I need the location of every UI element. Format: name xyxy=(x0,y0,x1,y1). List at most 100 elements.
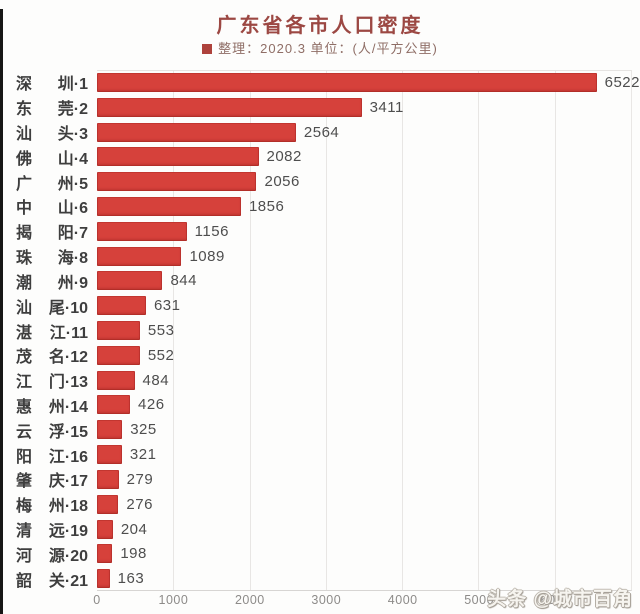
value-label: 484 xyxy=(142,371,170,389)
bar-row: 韶关·21 163 xyxy=(0,566,640,591)
bar-row: 汕尾·10 631 xyxy=(0,293,640,318)
category-label: 揭 阳·7 xyxy=(0,219,97,243)
category-label: 佛 山·4 xyxy=(0,145,97,169)
bar-track: 3411 xyxy=(97,95,640,120)
category-label-part: 州·5 xyxy=(57,175,88,193)
category-label-part: 源·20 xyxy=(48,547,88,565)
bar-track: 1089 xyxy=(97,244,640,269)
bar xyxy=(97,271,163,291)
category-label-part: 深 xyxy=(16,76,33,94)
bar-track: 279 xyxy=(97,467,640,492)
bar-row: 深 圳·1 6522 xyxy=(0,70,640,95)
bar-row: 河源·20 198 xyxy=(0,541,640,566)
category-label-part: 州·18 xyxy=(48,498,88,516)
bar-row: 肇庆·17 279 xyxy=(0,467,640,492)
category-label-part: 头·3 xyxy=(57,126,88,144)
bar xyxy=(97,72,597,92)
bar-track: 2082 xyxy=(97,144,640,169)
category-label-part: 潮 xyxy=(16,274,33,292)
bar xyxy=(97,544,113,564)
bar-rows: 深 圳·1 6522 东 莞·2 3411 汕 头·3 2564 佛 山·4 2082 广 州·5 2056… xyxy=(0,70,640,591)
category-label: 惠州·14 xyxy=(0,393,97,417)
bar-row: 东 莞·2 3411 xyxy=(0,95,640,120)
category-label-part: 珠 xyxy=(16,250,33,268)
value-label: 325 xyxy=(130,421,157,439)
value-label: 321 xyxy=(129,446,157,464)
value-label: 1856 xyxy=(248,197,285,215)
bar-row: 惠州·14 426 xyxy=(0,393,640,418)
bar-track: 321 xyxy=(97,442,640,467)
value-label: 2082 xyxy=(266,148,302,166)
bar xyxy=(97,147,259,167)
x-tick-label: 0 xyxy=(93,593,101,607)
bar-row: 清远·19 204 xyxy=(0,517,640,542)
bar xyxy=(97,519,113,539)
category-label: 阳江·16 xyxy=(0,443,97,467)
bar-track: 325 xyxy=(97,417,640,442)
category-label-part: 湛 xyxy=(16,324,33,342)
bar-row: 汕 头·3 2564 xyxy=(0,120,640,145)
category-label-part: 汕 xyxy=(16,299,33,317)
category-label-part: 汕 xyxy=(16,126,33,144)
value-label: 198 xyxy=(120,545,147,563)
category-label-part: 阳 xyxy=(16,448,33,466)
bar-track: 204 xyxy=(97,517,640,542)
x-tick-label: 5000 xyxy=(464,593,495,607)
category-label: 东 莞·2 xyxy=(0,95,97,119)
watermark: 头条 @城市百角 xyxy=(487,589,633,610)
bar-track: 844 xyxy=(97,269,640,294)
category-label: 珠 海·8 xyxy=(0,244,97,268)
category-label-part: 浮·15 xyxy=(48,423,88,441)
bar-track: 198 xyxy=(97,541,640,566)
bar xyxy=(97,469,119,489)
bar xyxy=(97,172,257,192)
photo-left-edge-artifact xyxy=(0,9,3,614)
category-label-part: 茂 xyxy=(16,349,33,367)
chart-subtitle: 整理：2020.3 单位：(人/平方公里) xyxy=(0,41,640,59)
value-label: 163 xyxy=(117,570,145,588)
category-label-part: 远·19 xyxy=(48,523,88,541)
bar-row: 梅州·18 276 xyxy=(0,492,640,517)
category-label-part: 中 xyxy=(16,200,33,218)
gridline xyxy=(554,71,556,590)
category-label-part: 揭 xyxy=(16,225,33,243)
bar-track: 484 xyxy=(97,368,640,393)
bar xyxy=(97,321,140,341)
bar-chart: 深 圳·1 6522 东 莞·2 3411 汕 头·3 2564 佛 山·4 2082 广 州·5 2056… xyxy=(0,70,640,591)
gridline xyxy=(249,71,251,590)
gridline xyxy=(402,71,404,590)
category-label-part: 江·11 xyxy=(49,324,88,342)
category-label: 清远·19 xyxy=(0,517,97,541)
category-label-part: 庆·17 xyxy=(48,473,88,491)
bar-track: 276 xyxy=(97,492,640,517)
bar xyxy=(97,246,182,266)
category-label: 肇庆·17 xyxy=(0,467,97,491)
bar-track: 553 xyxy=(97,318,640,343)
category-label: 河源·20 xyxy=(0,542,97,566)
category-label-part: 江·16 xyxy=(48,448,88,466)
value-label: 631 xyxy=(153,297,181,315)
chart-subtitle-text: 整理：2020.3 单位：(人/平方公里) xyxy=(218,41,438,56)
bar xyxy=(97,370,135,390)
value-label: 844 xyxy=(170,272,197,290)
category-label: 湛江·11 xyxy=(0,319,97,343)
bar xyxy=(97,296,146,316)
category-label-part: 阳·7 xyxy=(57,225,88,243)
category-label-part: 州·9 xyxy=(57,274,88,292)
bar xyxy=(97,569,110,589)
category-label: 梅州·18 xyxy=(0,492,97,516)
gridline xyxy=(173,71,175,590)
bar xyxy=(97,395,131,415)
bar xyxy=(97,97,362,117)
category-label-part: 广 xyxy=(16,175,33,193)
category-label-part: 山·4 xyxy=(57,150,88,168)
value-label: 3411 xyxy=(369,98,404,116)
value-label: 1089 xyxy=(189,247,225,265)
category-label-part: 关·21 xyxy=(48,572,88,590)
value-label: 6522 xyxy=(604,73,640,91)
legend-square-icon xyxy=(202,44,213,54)
category-label: 云浮·15 xyxy=(0,418,97,442)
plot-gridlines xyxy=(97,70,632,591)
category-label-part: 尾·10 xyxy=(48,299,88,317)
x-tick-label: 4000 xyxy=(387,593,418,607)
